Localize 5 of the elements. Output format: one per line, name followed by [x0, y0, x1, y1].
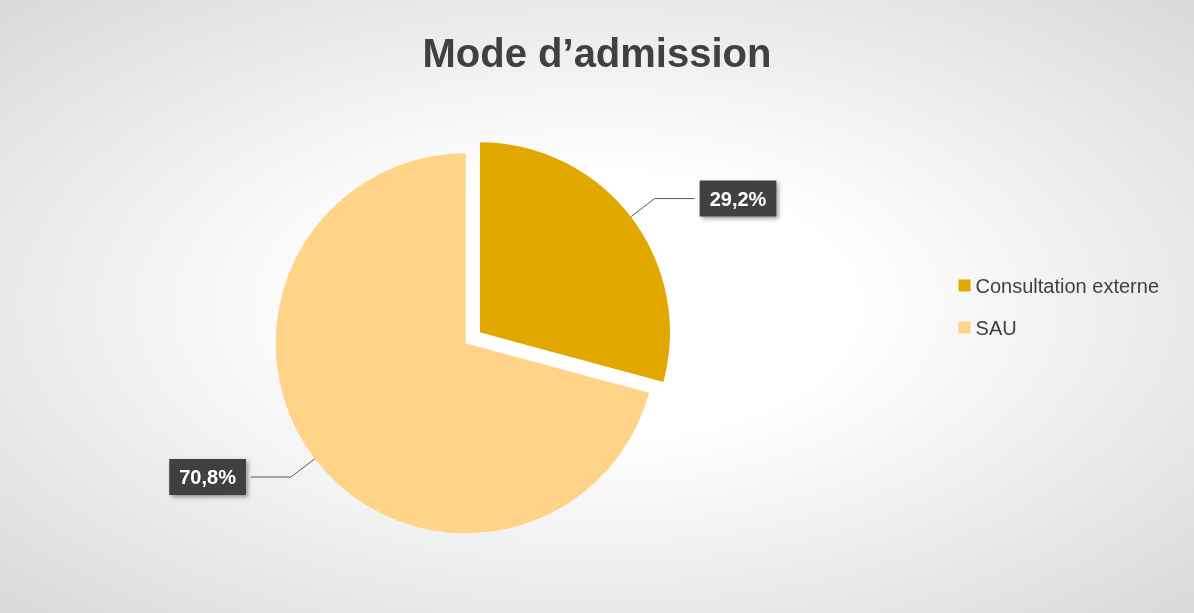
chart-title: Mode d’admission	[422, 31, 772, 75]
data-label: 70,8%	[179, 466, 237, 489]
data-label: 29,2%	[709, 187, 767, 210]
legend-label: Consultation externe	[975, 274, 1160, 297]
legend-label: SAU	[975, 316, 1017, 339]
